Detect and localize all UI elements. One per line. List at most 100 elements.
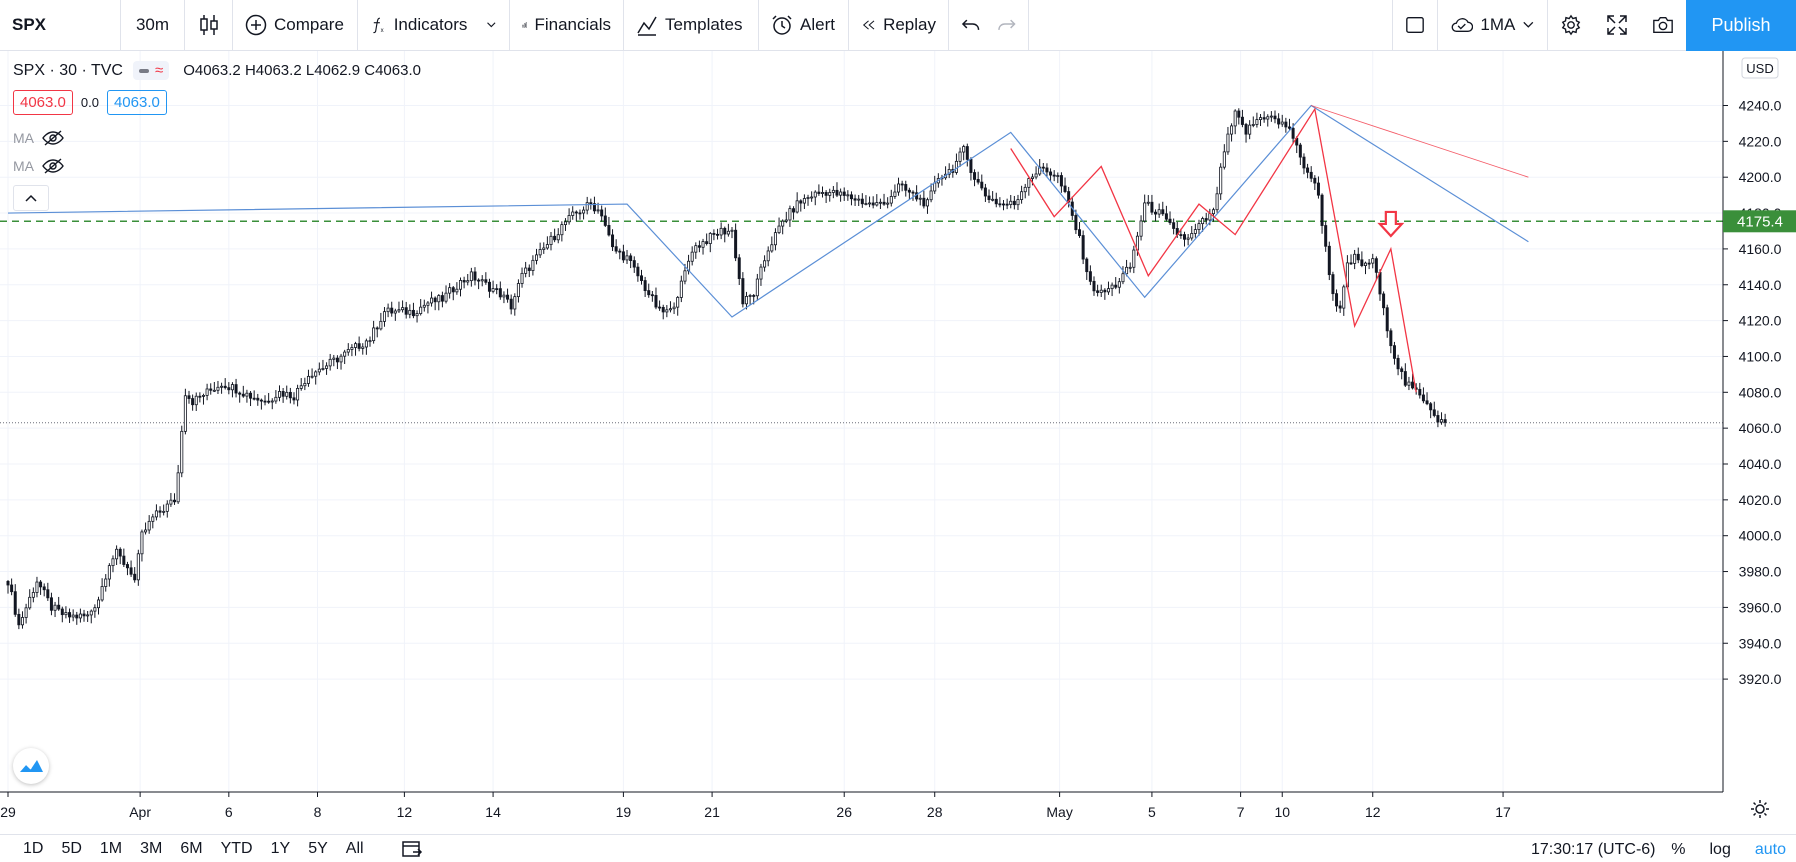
financials-button[interactable]: Financials: [510, 0, 624, 51]
candle-body: [1128, 266, 1132, 269]
eye-hidden-icon[interactable]: [42, 158, 64, 174]
publish-button[interactable]: Publish: [1686, 0, 1796, 51]
price-tick-label: 3940.0: [1739, 635, 1782, 651]
log-toggle[interactable]: log: [1709, 841, 1731, 858]
range-button-5y[interactable]: 5Y: [308, 839, 328, 857]
scale-options: % log auto: [1671, 841, 1786, 859]
axis-settings-icon: [1751, 800, 1769, 818]
candle-body: [136, 553, 140, 581]
candle-body: [759, 266, 763, 280]
candle-body: [1316, 182, 1320, 196]
range-button-1y[interactable]: 1Y: [270, 839, 291, 857]
candle-body: [379, 320, 383, 330]
candle-body: [1186, 237, 1190, 240]
price-tick-label: 4200.0: [1739, 169, 1782, 185]
indicator-ma-2[interactable]: MA: [13, 158, 64, 174]
ohlc-values: O4063.2 H4063.2 L4062.9 C4063.0: [183, 62, 421, 79]
eye-hidden-icon[interactable]: [42, 130, 64, 146]
candle-body: [93, 607, 97, 612]
undo-icon[interactable]: [961, 17, 981, 33]
candle-body: [965, 146, 969, 160]
candle-body: [1168, 218, 1172, 224]
candle-body: [889, 196, 893, 204]
candle-body: [900, 183, 904, 186]
range-button-all[interactable]: All: [345, 839, 364, 857]
candle-body: [1338, 305, 1342, 309]
legend-symbol-title[interactable]: SPX · 30 · TVC: [13, 61, 123, 79]
candle-body: [1056, 175, 1060, 177]
compare-button[interactable]: Compare: [233, 0, 358, 51]
fullscreen-button[interactable]: [1594, 0, 1640, 51]
candle-body: [176, 472, 180, 503]
candle-body: [1287, 126, 1291, 129]
candle-body: [1074, 215, 1078, 231]
candle-body: [549, 235, 553, 245]
candle-body: [1240, 116, 1244, 125]
replay-button[interactable]: Replay: [849, 0, 949, 51]
candle-body: [556, 234, 560, 241]
candle-body: [430, 297, 434, 304]
sell-price[interactable]: 4063.0: [13, 90, 73, 115]
candle-body: [107, 565, 111, 580]
candle-body: [419, 306, 423, 314]
candle-body: [1052, 174, 1056, 177]
candle-body: [361, 346, 365, 349]
symbol-search[interactable]: SPX: [0, 0, 121, 51]
time-axis-ticks: 29 Apr 6 8 12 14 19 21 26 28 May 5 7 10 12 17: [0, 792, 1511, 820]
candle-body: [726, 230, 730, 235]
candle-body: [640, 275, 644, 281]
candle-body: [1324, 225, 1328, 247]
candle-body: [864, 203, 868, 205]
range-button-6m[interactable]: 6M: [180, 839, 203, 857]
auto-toggle[interactable]: auto: [1754, 841, 1786, 858]
alert-button[interactable]: Alert: [759, 0, 849, 51]
candle-body: [611, 234, 615, 248]
templates-button[interactable]: Templates: [624, 0, 759, 51]
percent-toggle[interactable]: %: [1671, 841, 1686, 858]
candle-body: [455, 288, 459, 293]
snapshot-button[interactable]: [1640, 0, 1686, 51]
layout-button[interactable]: 1MA: [1438, 0, 1548, 51]
high-value: 4063.2: [255, 62, 302, 79]
templates-icon: [637, 16, 657, 36]
candle-body: [1143, 202, 1147, 222]
candle-body: [1034, 173, 1038, 178]
range-button-3m[interactable]: 3M: [140, 839, 163, 857]
candle-body: [929, 190, 933, 201]
candle-body: [810, 196, 814, 199]
candle-body: [636, 266, 640, 277]
candle-body: [339, 355, 343, 363]
tradingview-logo[interactable]: [13, 748, 49, 784]
candle-body: [897, 183, 901, 193]
redo-icon[interactable]: [997, 17, 1017, 33]
interval-button[interactable]: 30m: [121, 0, 185, 51]
settings-button[interactable]: [1548, 0, 1594, 51]
candle-body: [1429, 403, 1433, 411]
candle-body: [354, 343, 358, 348]
select-all-button[interactable]: [1392, 0, 1438, 51]
candle-body: [390, 307, 394, 314]
candle-body: [68, 612, 72, 618]
price-chart[interactable]: 10 4240.04220.04200.04180.04160.04140.04…: [0, 51, 1796, 834]
candle-body: [1403, 371, 1407, 386]
collapse-legend-button[interactable]: [13, 185, 49, 211]
currency-badge: [1741, 57, 1779, 79]
candle-body: [1251, 124, 1255, 126]
templates-label: Templates: [665, 15, 743, 34]
buy-price[interactable]: 4063.0: [106, 90, 167, 115]
range-button-ytd[interactable]: YTD: [220, 839, 253, 857]
range-button-5d[interactable]: 5D: [61, 839, 82, 857]
candle-body: [748, 295, 752, 297]
indicators-button[interactable]: x Indicators: [358, 0, 510, 51]
range-button-1m[interactable]: 1M: [99, 839, 123, 857]
candle-body: [249, 392, 253, 399]
candle-body: [806, 197, 810, 199]
session-clock[interactable]: 17:30:17 (UTC-6): [1531, 841, 1656, 858]
bar-chart-icon: [522, 22, 528, 28]
indicator-ma-1[interactable]: MA: [13, 130, 64, 146]
range-button-1d[interactable]: 1D: [23, 839, 44, 857]
goto-date-icon[interactable]: [401, 839, 423, 859]
candle-body: [571, 211, 575, 216]
chart-type-button[interactable]: [185, 0, 233, 51]
candle-body: [770, 244, 774, 252]
